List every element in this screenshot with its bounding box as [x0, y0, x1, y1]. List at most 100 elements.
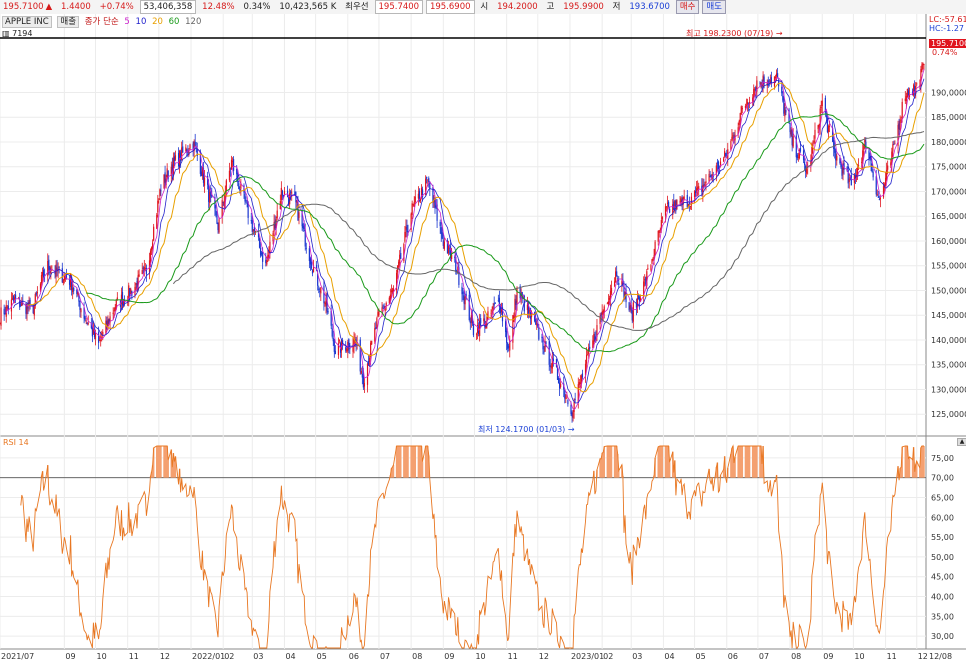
candle-up	[836, 155, 838, 161]
candle-down	[20, 304, 22, 306]
candle-up	[905, 96, 907, 101]
candle-up	[425, 178, 427, 196]
low-label: 저	[612, 2, 621, 12]
candle-up	[181, 147, 183, 160]
buy-button[interactable]: 매수	[675, 0, 700, 14]
candle-down	[171, 164, 173, 174]
candle-up	[565, 397, 567, 400]
rsi-tick-label: 40,00	[931, 593, 954, 602]
candle-up	[18, 297, 20, 299]
candle-down	[623, 284, 625, 301]
candle-up	[897, 125, 899, 147]
x-tick-label: 12/08	[929, 652, 952, 661]
candle-up	[610, 287, 613, 294]
candle-down	[160, 190, 162, 192]
candle-down	[552, 358, 554, 362]
candle-up	[174, 155, 177, 160]
candle-up	[752, 97, 754, 102]
candle-down	[472, 322, 475, 336]
candle-down	[247, 201, 249, 218]
candle-up	[218, 217, 220, 233]
period-selector[interactable]: 매출	[57, 16, 80, 28]
candle-down	[710, 175, 712, 178]
candle-down	[318, 288, 320, 290]
candle-up	[756, 80, 758, 92]
bid-price: 195.6900	[425, 0, 475, 14]
candle-up	[696, 188, 698, 191]
candle-down	[406, 224, 408, 233]
candle-up	[275, 219, 277, 229]
candle-up	[812, 143, 814, 146]
candle-up	[922, 63, 924, 66]
y-tick-label: 160,0000	[931, 237, 966, 246]
candle-down	[638, 296, 641, 303]
candle-up	[908, 94, 911, 97]
candle-up	[447, 244, 450, 254]
candle-up	[746, 101, 749, 105]
candle-down	[58, 266, 60, 268]
candle-up	[921, 64, 923, 72]
candle-up	[144, 267, 146, 269]
candle-up	[113, 310, 115, 312]
candle-down	[232, 159, 235, 171]
candle-up	[80, 308, 82, 313]
candle-up	[34, 294, 36, 306]
x-tick-label: 02	[224, 652, 234, 661]
candle-down	[316, 264, 318, 271]
candle-down	[703, 184, 705, 186]
ma-10-line	[13, 78, 925, 404]
candle-up	[674, 200, 676, 208]
candle-up	[457, 266, 459, 271]
x-tick-label: 02	[603, 652, 613, 661]
candle-down	[625, 289, 627, 303]
candle-up	[551, 357, 553, 369]
candle-up	[491, 310, 493, 312]
candle-up	[280, 187, 282, 200]
candle-up	[810, 161, 812, 167]
panel-resize-handle[interactable]: ▲	[957, 438, 966, 446]
candle-down	[668, 201, 670, 207]
candle-up	[252, 229, 254, 232]
candle-down	[645, 277, 647, 285]
sell-button[interactable]: 매도	[702, 0, 726, 14]
candle-down	[167, 170, 169, 179]
candle-down	[295, 192, 297, 203]
candle-up	[754, 88, 756, 91]
candle-up	[821, 100, 823, 107]
candle-up	[740, 106, 742, 115]
candle-up	[266, 260, 268, 265]
price-panel	[0, 14, 966, 436]
candle-down	[508, 346, 510, 348]
x-tick-label: 05	[317, 652, 327, 661]
candle-up	[172, 157, 174, 175]
candle-down	[785, 109, 787, 113]
candle-down	[669, 208, 671, 213]
candle-down	[868, 150, 870, 159]
candle-up	[862, 150, 864, 165]
candle-up	[371, 340, 373, 345]
rsi-tick-label: 65,00	[931, 493, 954, 502]
best-quote-label: 최우선	[345, 2, 369, 12]
candle-up	[689, 206, 692, 207]
x-tick-label: 07	[759, 652, 769, 661]
grid-icon: ▥	[2, 29, 10, 38]
candle-up	[389, 294, 391, 300]
candle-up	[72, 288, 74, 293]
candle-up	[580, 375, 582, 383]
candle-down	[542, 340, 544, 350]
candle-down	[469, 321, 471, 324]
candle-down	[505, 321, 507, 333]
candle-down	[824, 97, 826, 113]
instrument-name[interactable]: APPLE INC	[2, 16, 52, 28]
x-tick-label: 2023/01	[571, 652, 604, 661]
candle-up	[224, 192, 226, 201]
candle-up	[731, 136, 733, 140]
candle-down	[454, 256, 456, 258]
candle-up	[141, 270, 143, 275]
candle-down	[506, 330, 508, 343]
candle-down	[327, 311, 329, 313]
candle-down	[4, 313, 6, 315]
candle-up	[156, 214, 158, 229]
candle-up	[388, 297, 390, 304]
